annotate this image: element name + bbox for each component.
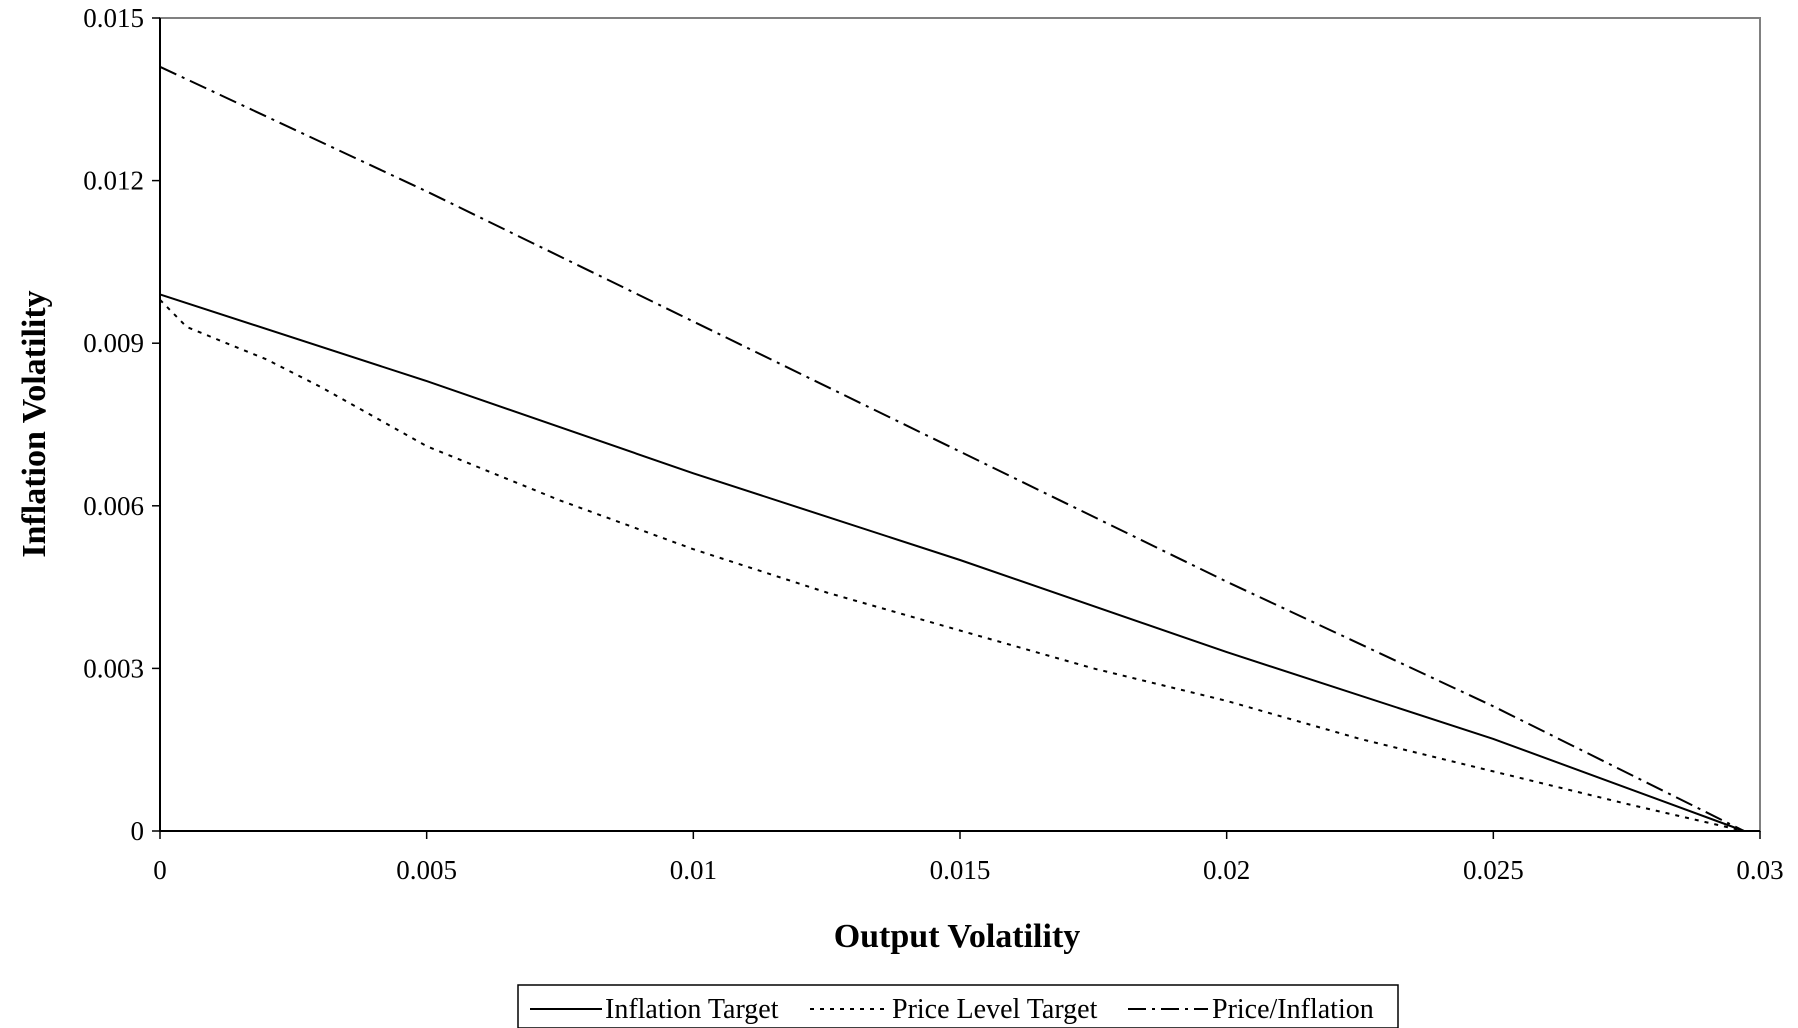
legend-label-price-level-target: Price Level Target (892, 994, 1098, 1025)
y-tick-label: 0.012 (83, 166, 144, 196)
y-tick-label: 0.009 (83, 328, 144, 358)
x-tick-label: 0.025 (1463, 855, 1524, 885)
series-line-price-level-target (159, 299, 1745, 832)
series-line-price-inflation (159, 65, 1745, 832)
y-tick-label: 0 (131, 816, 145, 846)
series-line-inflation-target (159, 293, 1745, 832)
series-layer (159, 65, 1745, 832)
legend: Inflation Target Price Level Target Pric… (517, 984, 1399, 1028)
x-tick-label: 0.02 (1203, 855, 1250, 885)
legend-label-inflation-target: Inflation Target (605, 994, 779, 1025)
x-tick-label: 0.015 (930, 855, 991, 885)
x-tick-label: 0.005 (396, 855, 457, 885)
tick-layer: 0 0.005 0.01 0.015 0.02 0.025 0.03 0 0.003 0.006 0… (83, 3, 1783, 885)
x-tick-label: 0.01 (670, 855, 717, 885)
y-tick-label: 0.003 (83, 653, 144, 683)
plot-area (159, 17, 1761, 832)
y-axis-title: Inflation Volatility (16, 290, 53, 557)
x-axis-title: Output Volatility (834, 918, 1081, 955)
x-tick-label: 0 (153, 855, 167, 885)
y-tick-label: 0.015 (83, 3, 144, 33)
y-tick-label: 0.006 (83, 491, 144, 521)
legend-label-price-inflation: Price/Inflation (1212, 994, 1374, 1025)
legend-box (517, 984, 1399, 1028)
x-tick-label: 0.03 (1736, 855, 1783, 885)
